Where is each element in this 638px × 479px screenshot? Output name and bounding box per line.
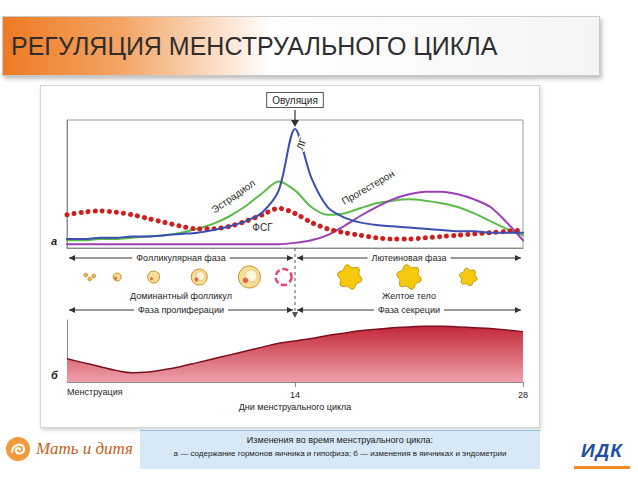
svg-text:14: 14 <box>290 390 300 400</box>
html-text:ИДК: ИДК <box>581 440 623 461</box>
html-text:Изменения во время менструальн: Изменения во время менструального цикла: <box>246 435 434 445</box>
svg-text:Менструация: Менструация <box>67 387 123 397</box>
svg-text:Овуляция: Овуляция <box>272 95 318 106</box>
svg-text:а: а <box>51 235 57 247</box>
svg-text:Желтое тело: Желтое тело <box>382 291 436 301</box>
svg-text:Доминантный фолликул: Доминантный фолликул <box>130 291 232 301</box>
svg-text:Фаза секреции: Фаза секреции <box>378 305 440 315</box>
svg-text:Лютеиновая фаза: Лютеиновая фаза <box>372 253 447 263</box>
html-text:РЕГУЛЯЦИЯ МЕНСТРУАЛЬНОГО ЦИКЛА: РЕГУЛЯЦИЯ МЕНСТРУАЛЬНОГО ЦИКЛА <box>11 32 498 60</box>
svg-text:ЛГ: ЛГ <box>294 136 309 152</box>
svg-text:ФСГ: ФСГ <box>252 222 273 233</box>
html-text:а — содержание гормонов яичник: а — содержание гормонов яичника и гипофи… <box>173 449 507 458</box>
svg-text:Прогестерон: Прогестерон <box>340 168 397 207</box>
html-text:Мать и дитя: Мать и дитя <box>36 439 133 458</box>
svg-text:Фаза пролиферации: Фаза пролиферации <box>138 305 224 315</box>
svg-text:б: б <box>51 369 59 381</box>
svg-text:Дни менструального цикла: Дни менструального цикла <box>239 402 352 412</box>
svg-text:28: 28 <box>518 390 528 400</box>
svg-text:Фолликулярная фаза: Фолликулярная фаза <box>136 253 225 263</box>
svg-text:Эстрадиол: Эстрадиол <box>209 177 257 215</box>
